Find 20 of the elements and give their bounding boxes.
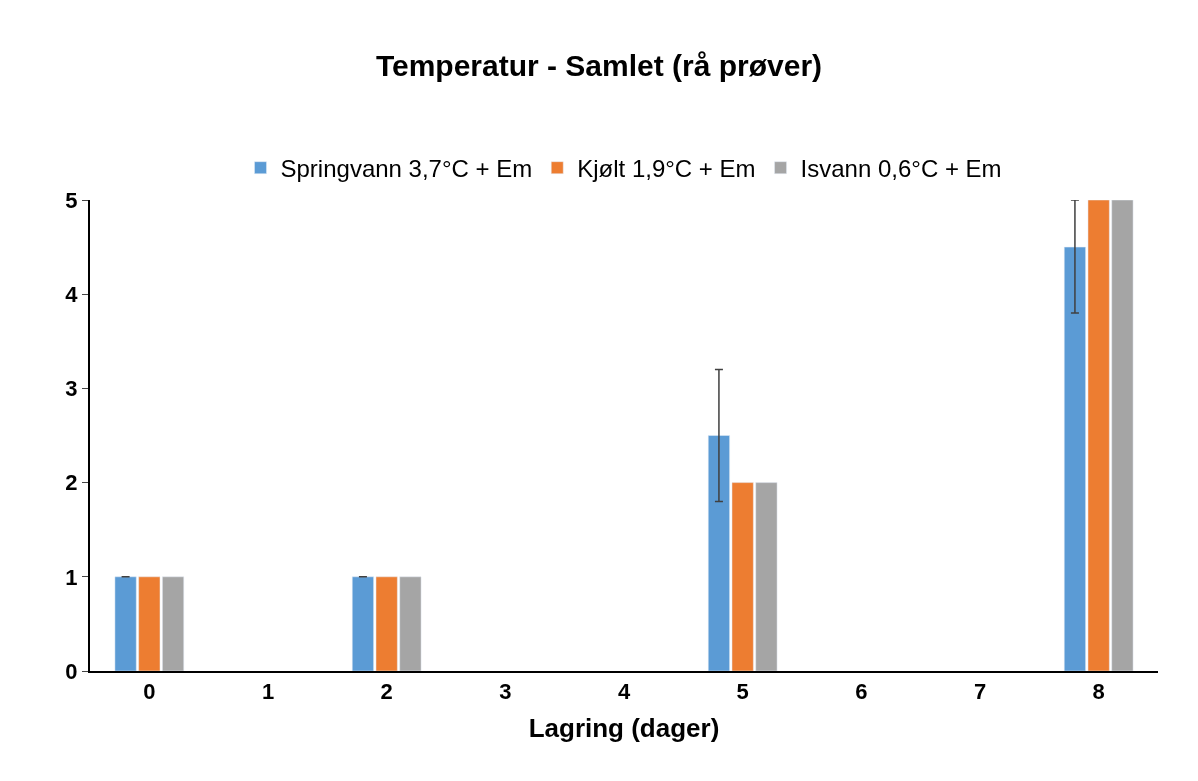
- x-tick-label: 3: [499, 679, 512, 705]
- y-tick-label: 5: [65, 187, 78, 213]
- y-tick-label: 0: [65, 658, 78, 684]
- y-tick-label: 1: [65, 564, 78, 590]
- x-tick-label: 1: [261, 679, 275, 705]
- y-tick-label: 4: [65, 281, 79, 307]
- legend-label: Isvann 0,6°C + Em: [800, 155, 1002, 183]
- x-tick-label: 7: [973, 679, 987, 705]
- y-tick-label: 2: [65, 470, 78, 496]
- legend-label: Springvann 3,7°C + Em: [280, 155, 533, 183]
- y-tick-label: 3: [65, 376, 78, 402]
- legend-label: Kjølt 1,9°C + Em: [577, 155, 756, 183]
- x-tick-label: 2: [380, 679, 393, 705]
- x-tick-label: 6: [855, 679, 868, 705]
- x-axis-title: Lagring (dager): [528, 712, 720, 743]
- x-tick-label: 5: [736, 679, 749, 705]
- chart-title: Temperatur - Samlet (rå prøver): [375, 48, 823, 82]
- x-tick-label: 4: [617, 679, 631, 705]
- x-tick-label: 0: [143, 679, 156, 705]
- x-tick-label: 8: [1092, 679, 1105, 705]
